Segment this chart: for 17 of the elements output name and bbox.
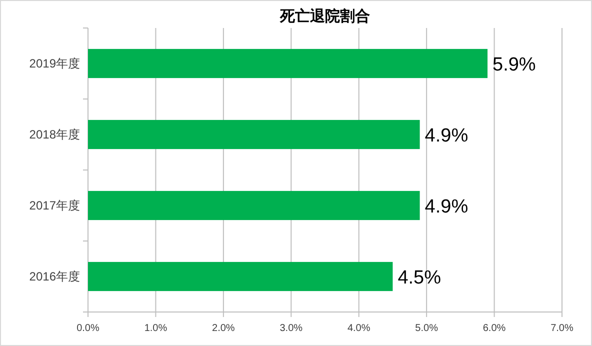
y-tick-label: 2019年度	[29, 56, 80, 70]
data-label: 4.9%	[424, 126, 468, 146]
x-tick-label: 1.0%	[144, 323, 168, 334]
x-tick-label: 7.0%	[550, 323, 574, 334]
data-label: 4.9%	[424, 196, 468, 218]
x-tick-label: 4.0%	[347, 323, 370, 334]
y-tick-label: 2018年度	[29, 128, 80, 142]
x-tick-label: 2.0%	[212, 323, 235, 334]
y-tick-label: 2017年度	[29, 198, 80, 212]
data-label: 4.5%	[398, 268, 442, 288]
data-label: 5.9%	[492, 54, 536, 76]
y-tick-label: 2016年度	[29, 270, 80, 284]
chart-title: 死亡退院割合	[279, 7, 370, 25]
x-tick-label: 6.0%	[482, 323, 506, 334]
x-tick-label: 0.0%	[76, 323, 100, 334]
x-tick-label: 3.0%	[280, 323, 303, 334]
x-tick-label: 5.0%	[415, 323, 438, 334]
